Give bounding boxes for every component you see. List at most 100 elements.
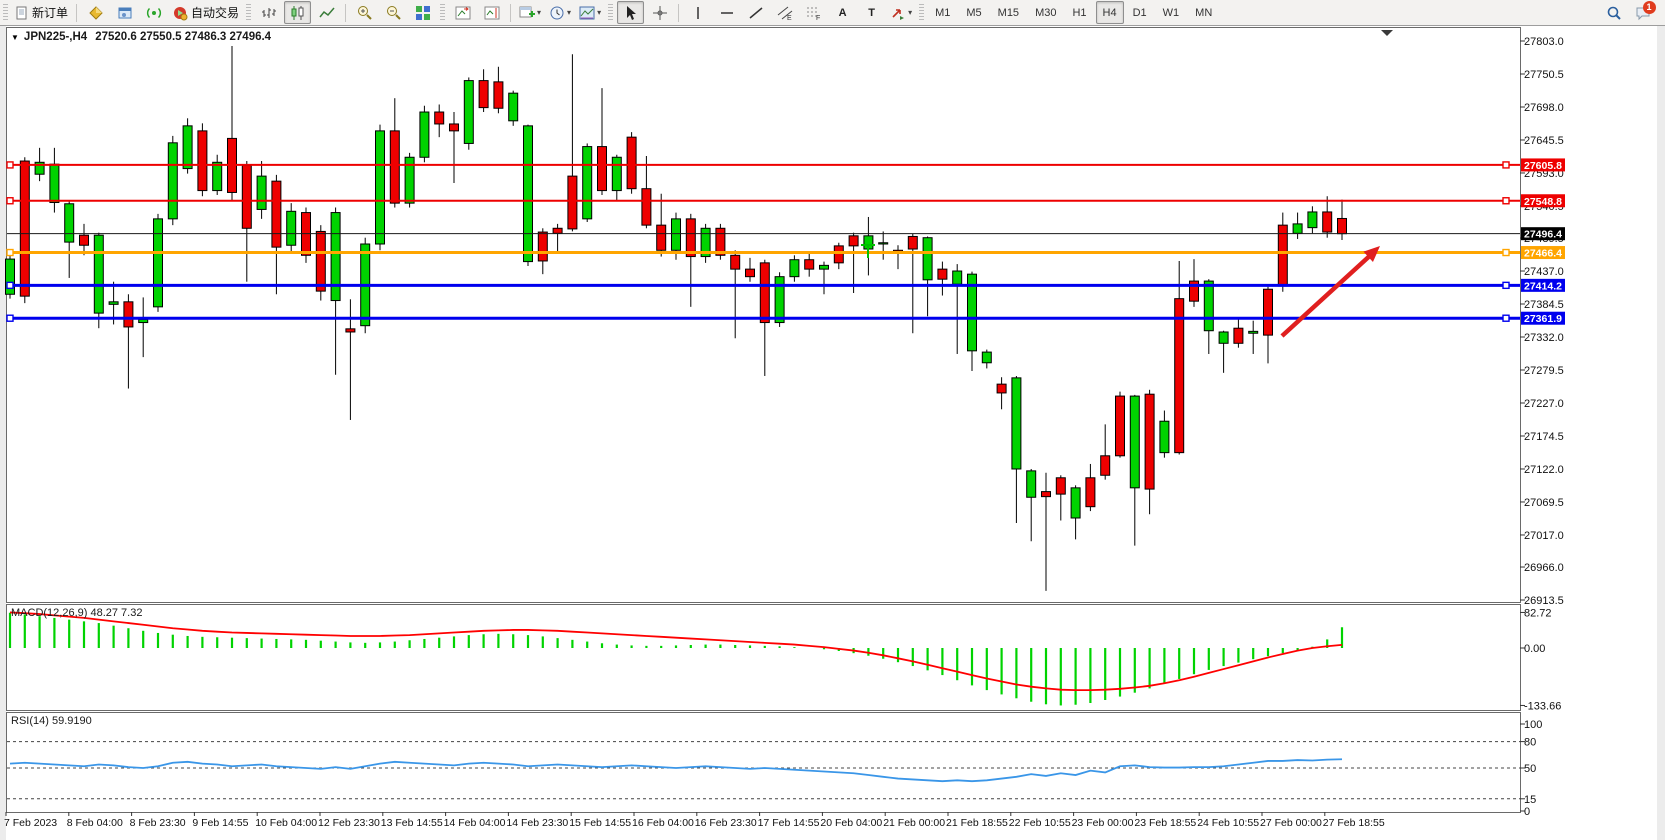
timeframe-h4-button[interactable]: H4 bbox=[1095, 1, 1124, 24]
chevron-down-icon[interactable]: ▾ bbox=[908, 8, 913, 17]
bar-chart-button[interactable] bbox=[255, 1, 282, 24]
chevron-down-icon[interactable]: ▾ bbox=[597, 8, 602, 17]
price-tag bbox=[1521, 246, 1565, 260]
template-button[interactable]: ▾ bbox=[576, 1, 604, 24]
line-handle[interactable] bbox=[1502, 314, 1510, 322]
bull-candle bbox=[508, 92, 519, 122]
auto-trading-button[interactable]: 自动交易 bbox=[169, 1, 242, 24]
toolbar-grip[interactable] bbox=[440, 3, 446, 22]
bull-candle bbox=[419, 111, 430, 158]
timeframe-w1-button[interactable]: W1 bbox=[1156, 1, 1187, 24]
bar-chart-icon bbox=[261, 5, 277, 21]
bear-candle bbox=[597, 146, 607, 192]
line-handle[interactable] bbox=[6, 197, 14, 205]
line-handle[interactable] bbox=[6, 248, 14, 257]
fibonacci-button[interactable]: F bbox=[800, 1, 827, 24]
line-handle[interactable] bbox=[6, 314, 14, 322]
toolbar-grip[interactable] bbox=[246, 3, 252, 22]
zoom-out-icon bbox=[386, 5, 402, 21]
timeframe-m15-button[interactable]: M15 bbox=[991, 1, 1026, 24]
time-axis-label: 7 Feb 2023 bbox=[4, 817, 57, 829]
bear-candle bbox=[1263, 288, 1273, 336]
price-tag bbox=[1521, 158, 1565, 172]
bear-candle bbox=[641, 188, 652, 226]
bear-candle bbox=[1189, 280, 1199, 302]
navigator-button[interactable] bbox=[111, 1, 138, 24]
time-axis-label: 23 Feb 00:00 bbox=[1072, 817, 1134, 829]
left-gutter bbox=[0, 26, 6, 840]
arrow-shapes-button[interactable]: ▾ bbox=[887, 1, 915, 24]
zoom-out-button[interactable] bbox=[380, 1, 407, 24]
bear-candle bbox=[715, 227, 726, 256]
line-chart-button[interactable] bbox=[313, 1, 340, 24]
bull-candle bbox=[1026, 470, 1037, 498]
timeframe-m5-button[interactable]: M5 bbox=[959, 1, 988, 24]
timeframe-d1-button[interactable]: D1 bbox=[1126, 1, 1154, 24]
rsi-axis-label: 100 bbox=[1524, 719, 1542, 731]
bear-candle bbox=[730, 254, 741, 270]
signal-button[interactable] bbox=[140, 1, 167, 24]
bear-candle bbox=[478, 80, 489, 109]
price-axis-label: 27279.5 bbox=[1524, 365, 1564, 377]
trendline-button[interactable] bbox=[742, 1, 769, 24]
right-gutter[interactable] bbox=[1657, 26, 1665, 840]
chevron-down-icon[interactable]: ▾ bbox=[567, 8, 572, 17]
vertical-line-button[interactable] bbox=[684, 1, 711, 24]
toolbar-grip[interactable] bbox=[3, 3, 8, 22]
notifications-button[interactable]: 1 bbox=[1629, 0, 1656, 24]
chart-title-ohlc: 27520.6 27550.5 27486.3 27496.4 bbox=[95, 31, 272, 43]
line-handle[interactable] bbox=[1502, 197, 1510, 205]
chevron-down-icon[interactable]: ▾ bbox=[537, 8, 542, 17]
zoom-in-button[interactable] bbox=[351, 1, 378, 24]
bull-candle bbox=[1129, 395, 1140, 489]
new-order-button[interactable]: 新订单 bbox=[12, 1, 71, 24]
chart-shift-right-button[interactable] bbox=[478, 1, 505, 24]
tile-windows-icon bbox=[415, 5, 431, 21]
signal-icon bbox=[146, 5, 162, 21]
horizontal-line-button[interactable] bbox=[713, 1, 740, 24]
trend-arrow[interactable] bbox=[1280, 250, 1376, 338]
line-handle[interactable] bbox=[1502, 161, 1510, 169]
chart-shift-left-button[interactable] bbox=[449, 1, 476, 24]
chart-shift-marker[interactable] bbox=[1381, 30, 1393, 36]
label-tool-button[interactable]: T bbox=[868, 6, 875, 19]
tile-windows-button[interactable] bbox=[409, 1, 436, 24]
bear-candle bbox=[1085, 477, 1096, 508]
bear-candle bbox=[197, 130, 208, 192]
search-button[interactable] bbox=[1600, 1, 1627, 24]
timeframe-h1-button[interactable]: H1 bbox=[1065, 1, 1093, 24]
channel-button[interactable]: E bbox=[771, 1, 798, 24]
bear-candle bbox=[1277, 224, 1288, 287]
line-handle[interactable] bbox=[1502, 248, 1510, 257]
crosshair-icon bbox=[652, 5, 668, 21]
symbol-dropdown-icon[interactable]: ▼ bbox=[11, 32, 19, 42]
bull-candle bbox=[774, 276, 785, 324]
rsi-panel[interactable] bbox=[6, 712, 1521, 813]
macd-panel[interactable] bbox=[6, 604, 1521, 711]
timeframe-m1-button[interactable]: M1 bbox=[928, 1, 957, 24]
timeframe-m30-button[interactable]: M30 bbox=[1028, 1, 1063, 24]
line-handle[interactable] bbox=[6, 281, 14, 290]
time-axis-label: 13 Feb 14:55 bbox=[381, 817, 443, 829]
crosshair-button[interactable] bbox=[646, 1, 673, 24]
bear-candle bbox=[449, 123, 459, 132]
timeframe-mn-button[interactable]: MN bbox=[1188, 1, 1219, 24]
text-tool-button[interactable]: A bbox=[838, 6, 847, 19]
cursor-button[interactable] bbox=[617, 1, 645, 24]
new-order-button-label: 新订单 bbox=[32, 6, 69, 20]
new-chart-button[interactable]: ▾ bbox=[516, 1, 544, 24]
gold-diamond-button[interactable] bbox=[82, 1, 109, 24]
time-axis-label: 14 Feb 04:00 bbox=[444, 817, 506, 829]
period-button[interactable]: ▾ bbox=[546, 1, 574, 24]
toolbar: 新订单 自动交易 ▾ ▾ ▾ E F A T ▾ M1 M5 M15 M30 H1 H4 D1 W1 MN 1 bbox=[0, 0, 1665, 26]
toolbar-grip[interactable] bbox=[608, 3, 614, 22]
vertical-line-icon bbox=[690, 5, 706, 21]
t-marker-annotation[interactable] bbox=[861, 244, 875, 258]
line-handle[interactable] bbox=[6, 161, 14, 169]
bear-candle bbox=[996, 383, 1007, 394]
candlestick-chart-button[interactable] bbox=[284, 1, 312, 24]
toolbar-grip[interactable] bbox=[919, 3, 925, 22]
time-axis-label: 10 Feb 04:00 bbox=[255, 817, 317, 829]
line-handle[interactable] bbox=[1502, 281, 1510, 290]
